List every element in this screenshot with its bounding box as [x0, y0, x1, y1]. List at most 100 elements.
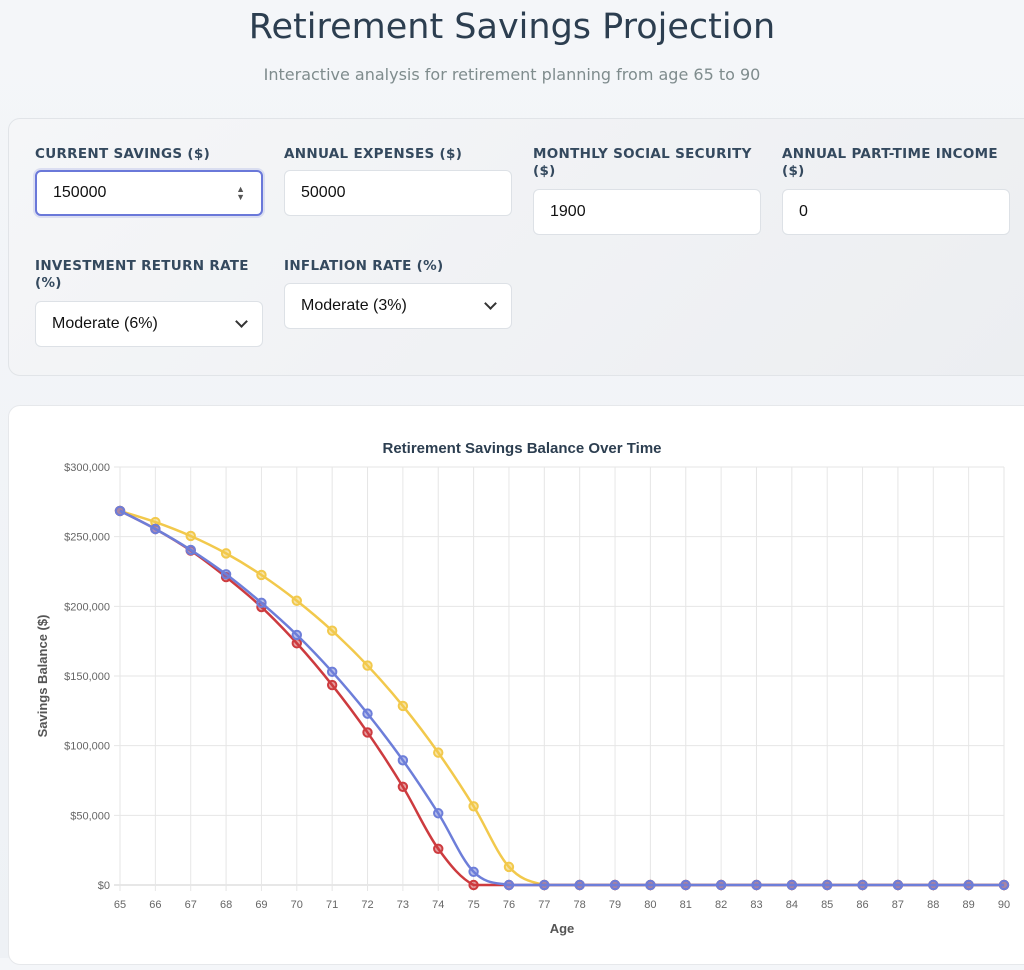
data-point[interactable]: [326, 625, 338, 636]
x-tick-label: 76: [503, 899, 515, 911]
social-security-field: MONTHLY SOCIAL SECURITY ($) 1900: [533, 146, 761, 235]
y-axis-label: Savings Balance ($): [35, 615, 50, 738]
y-tick-label: $250,000: [64, 532, 110, 544]
series-line: [119, 509, 1004, 887]
annual-expenses-input[interactable]: 50000: [284, 170, 512, 216]
data-point[interactable]: [715, 879, 727, 891]
data-point[interactable]: [822, 879, 833, 891]
data-point[interactable]: [185, 530, 196, 542]
data-point[interactable]: [503, 861, 515, 873]
data-point[interactable]: [291, 629, 302, 641]
inflation-rate-value: Moderate (3%): [301, 297, 407, 314]
data-point[interactable]: [574, 879, 585, 891]
data-point[interactable]: [397, 755, 409, 766]
series-line: [119, 509, 1004, 887]
x-tick-label: 74: [432, 899, 444, 911]
current-savings-input[interactable]: 150000 ▲ ▼: [35, 170, 263, 216]
inflation-rate-field: INFLATION RATE (%) Moderate (3%): [284, 258, 512, 329]
x-tick-label: 71: [326, 899, 338, 911]
x-tick-label: 84: [786, 899, 798, 911]
y-tick-label: $0: [98, 880, 110, 892]
chart-series: [114, 505, 1010, 891]
x-tick-label: 80: [644, 899, 656, 911]
data-point[interactable]: [751, 879, 762, 891]
savings-chart: Retirement Savings Balance Over Time $0 $…: [35, 440, 1010, 936]
data-point[interactable]: [397, 700, 409, 712]
number-spinner-icon[interactable]: ▲ ▼: [236, 184, 245, 202]
data-point[interactable]: [362, 727, 373, 738]
chart-card: Retirement Savings Balance Over Time $0 $…: [8, 405, 1024, 965]
data-point[interactable]: [609, 879, 621, 891]
data-point[interactable]: [362, 708, 373, 719]
current-savings-field: CURRENT SAVINGS ($) 150000 ▲ ▼: [35, 146, 263, 216]
data-point[interactable]: [397, 781, 409, 792]
x-tick-label: 85: [821, 899, 833, 911]
series-1: [114, 505, 1010, 891]
x-tick-label: 81: [680, 899, 692, 911]
x-tick-label: 77: [538, 899, 550, 911]
social-security-input[interactable]: 1900: [533, 189, 761, 235]
x-tick-label: 67: [185, 899, 197, 911]
x-axis-label: Age: [550, 921, 575, 936]
part-time-field: ANNUAL PART-TIME INCOME ($) 0: [782, 146, 1010, 235]
x-tick-label: 69: [255, 899, 267, 911]
y-tick-label: $150,000: [64, 671, 110, 683]
data-point[interactable]: [256, 569, 267, 581]
social-security-label: MONTHLY SOCIAL SECURITY ($): [533, 146, 752, 179]
data-point[interactable]: [468, 879, 479, 891]
data-point[interactable]: [185, 544, 196, 556]
x-tick-label: 82: [715, 899, 727, 911]
data-point[interactable]: [892, 879, 904, 891]
data-point[interactable]: [503, 879, 515, 891]
controls-panel: CURRENT SAVINGS ($) 150000 ▲ ▼ ANNUAL EXP…: [8, 118, 1024, 376]
data-point[interactable]: [786, 879, 798, 891]
data-point[interactable]: [433, 747, 444, 758]
data-point[interactable]: [291, 638, 302, 649]
chart-title: Retirement Savings Balance Over Time: [382, 440, 661, 457]
annual-expenses-value: 50000: [301, 184, 346, 201]
x-tick-label: 65: [114, 899, 126, 911]
x-tick-label: 75: [467, 899, 479, 911]
return-rate-label: INVESTMENT RETURN RATE (%): [35, 258, 249, 291]
x-tick-label: 66: [149, 899, 161, 911]
data-point[interactable]: [680, 879, 691, 891]
data-point[interactable]: [150, 523, 161, 535]
y-tick-label: $200,000: [64, 601, 110, 613]
current-savings-value: 150000: [53, 184, 107, 201]
x-tick-label: 87: [892, 899, 904, 911]
data-point[interactable]: [857, 879, 868, 891]
data-point[interactable]: [220, 569, 232, 580]
data-point[interactable]: [998, 879, 1010, 891]
data-point[interactable]: [291, 595, 302, 606]
x-tick-label: 79: [609, 899, 621, 911]
x-tick-label: 78: [574, 899, 586, 911]
chevron-down-icon: [235, 315, 248, 328]
data-point[interactable]: [433, 808, 444, 819]
return-rate-value: Moderate (6%): [52, 315, 158, 332]
data-point[interactable]: [326, 679, 338, 691]
data-point[interactable]: [645, 879, 656, 891]
y-axis-ticks: $0 $50,000 $100,000 $150,000 $200,000 $250,00…: [64, 462, 110, 892]
data-point[interactable]: [928, 879, 939, 891]
return-rate-field: INVESTMENT RETURN RATE (%) Moderate (6%): [35, 258, 263, 347]
inflation-rate-select[interactable]: Moderate (3%): [284, 283, 512, 329]
x-tick-label: 73: [397, 899, 409, 911]
x-tick-label: 68: [220, 899, 232, 911]
part-time-input[interactable]: 0: [782, 189, 1010, 235]
data-point[interactable]: [362, 660, 373, 671]
data-point[interactable]: [468, 801, 479, 812]
data-point[interactable]: [433, 843, 444, 854]
annual-expenses-field: ANNUAL EXPENSES ($) 50000: [284, 146, 512, 216]
data-point[interactable]: [468, 866, 479, 877]
data-point[interactable]: [256, 597, 267, 609]
data-point[interactable]: [114, 505, 126, 517]
data-point[interactable]: [539, 879, 550, 891]
data-point[interactable]: [220, 548, 232, 559]
page-subtitle: Interactive analysis for retirement plan…: [263, 65, 761, 84]
x-tick-label: 89: [963, 899, 975, 911]
x-tick-label: 90: [998, 899, 1010, 911]
data-point[interactable]: [326, 666, 338, 678]
data-point[interactable]: [963, 879, 974, 891]
x-axis-ticks: 65 66 67 68 69 70 71 72 73 74 75 76 77 78 79 80 81 82 83 84…: [114, 899, 1010, 911]
return-rate-select[interactable]: Moderate (6%): [35, 301, 263, 347]
